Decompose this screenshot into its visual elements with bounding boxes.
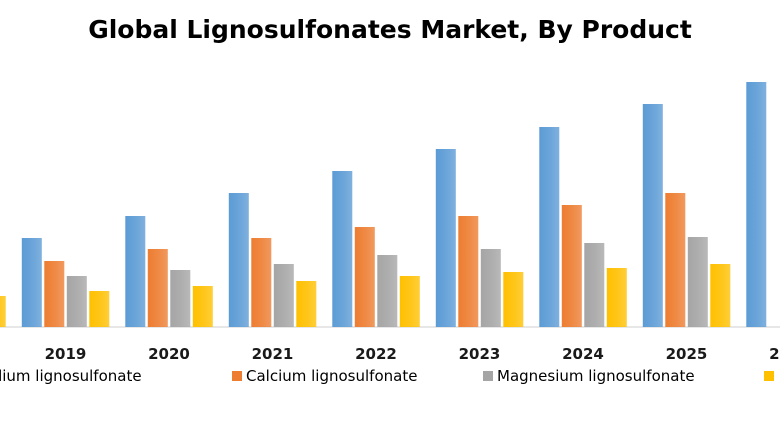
bar-2023-series-2 <box>480 249 501 327</box>
bar-2023-series-3 <box>503 272 524 327</box>
bar-2021-series-1 <box>251 238 272 327</box>
bar-2024-series-3 <box>606 268 627 327</box>
bar-2019-series-2 <box>66 276 87 327</box>
x-tick-labels: 201820192020202120222023202420252026 <box>45 345 780 363</box>
x-tick-label: 2026 <box>769 345 780 363</box>
legend-swatch-2 <box>483 371 493 381</box>
legend-label-1: Calcium lignosulfonate <box>246 367 417 385</box>
bar-2024-series-1 <box>561 205 582 327</box>
legend-label-0: Sodium lignosulfonate <box>0 367 142 385</box>
bar-2020-series-1 <box>147 249 168 327</box>
legend: Sodium lignosulfonate Calcium lignosulfon… <box>0 367 774 385</box>
legend-swatch-3 <box>764 371 774 381</box>
bar-2018-series-3 <box>0 296 6 327</box>
bar-2022-series-0 <box>332 171 353 327</box>
bar-2022-series-3 <box>399 276 420 327</box>
bar-2024-series-2 <box>584 243 605 327</box>
bar-2023-series-0 <box>435 149 456 327</box>
bar-2020-series-2 <box>170 270 191 327</box>
x-tick-label: 2023 <box>459 345 501 363</box>
bar-2021-series-3 <box>296 281 317 327</box>
legend-swatch-1 <box>232 371 242 381</box>
bar-2025-series-3 <box>710 264 731 327</box>
bar-2024-series-0 <box>539 127 560 327</box>
bar-2019-series-0 <box>21 238 42 327</box>
bar-2025-series-2 <box>687 237 708 327</box>
x-tick-label: 2019 <box>45 345 87 363</box>
bar-2020-series-3 <box>192 286 213 327</box>
legend-label-2: Magnesium lignosulfonate <box>497 367 695 385</box>
bar-2019-series-1 <box>44 261 65 327</box>
x-tick-label: 2025 <box>666 345 708 363</box>
x-tick-label: 2021 <box>252 345 294 363</box>
x-tick-label: 2022 <box>355 345 397 363</box>
bar-2019-series-3 <box>89 291 110 327</box>
bar-2021-series-0 <box>228 193 249 327</box>
x-tick-label: 2020 <box>148 345 190 363</box>
bar-2026-series-0 <box>746 82 767 327</box>
bar-2022-series-2 <box>377 255 398 327</box>
bar-2023-series-1 <box>458 216 479 327</box>
bar-2025-series-0 <box>642 104 663 327</box>
bars-group <box>0 82 767 327</box>
bar-2021-series-2 <box>273 264 294 327</box>
bar-2022-series-1 <box>354 227 375 327</box>
chart-title: Global Lignosulfonates Market, By Produc… <box>88 15 692 44</box>
x-tick-label: 2024 <box>562 345 604 363</box>
bar-2020-series-0 <box>125 216 146 327</box>
bar-2025-series-1 <box>665 193 686 327</box>
